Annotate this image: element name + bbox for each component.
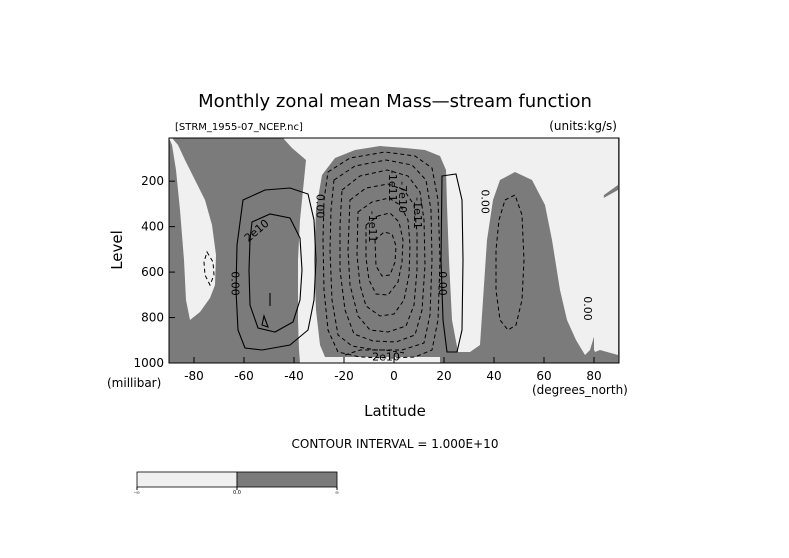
x-tick-label: -20 [334, 369, 354, 383]
tropical-light-region [283, 138, 618, 363]
contour-line-south-core [261, 314, 269, 328]
polar-light-region [169, 138, 216, 320]
colorbar-swatch-negative [136, 471, 238, 488]
colorbar-tick-2: ∞ [335, 490, 339, 496]
contour-interval-text: CONTOUR INTERVAL = 1.000E+10 [292, 437, 499, 451]
y-tick-label: 600 [141, 265, 164, 279]
contour-label: 0.00 [581, 296, 594, 321]
contour-line-north-thin [440, 173, 464, 353]
contour-line-south-cell [235, 187, 317, 351]
contour-line-south-cell-inner [248, 213, 303, 333]
contour-label: -1e11 [386, 170, 399, 202]
contour-label: -1e11 [411, 197, 424, 229]
negative-contours [203, 151, 525, 359]
file-label: [STRM_1955-07_NCEP.nc] [175, 122, 303, 133]
units-label: (units:kg/s) [549, 119, 617, 133]
x-tick-label: 60 [536, 369, 551, 383]
y-tick-label: 800 [141, 311, 164, 325]
contour-dashed-7 [374, 231, 397, 277]
contour-label: 0.00 [436, 271, 449, 296]
contour-label: -1e11 [366, 211, 379, 243]
contour-label: -2e10 [368, 351, 400, 364]
contour-dashed-2 [329, 159, 433, 351]
contour-label: -7e10 [396, 181, 409, 213]
chart-title: Monthly zonal mean Mass—stream function [198, 91, 592, 112]
x-tick-label: 0 [390, 369, 398, 383]
x-tick-label: -80 [184, 369, 204, 383]
surface-bump-2 [470, 348, 618, 363]
y-axis-label: Level [108, 230, 126, 270]
contour-label: 0.00 [314, 194, 327, 219]
contour-label: 0.00 [479, 189, 492, 214]
surface-bumps [169, 325, 618, 363]
contour-dashed-5 [356, 197, 411, 317]
contour-dashed-4 [347, 183, 418, 333]
x-axis-label: Latitude [364, 402, 426, 420]
x-tick-label: 20 [436, 369, 451, 383]
colorbar: -∞ 0.0 ∞ [134, 471, 339, 496]
y-unit-label: (millibar) [107, 376, 161, 390]
x-tick-label: -40 [284, 369, 304, 383]
x-axis: -80 -60 -40 -20 0 20 40 60 80 [184, 357, 602, 383]
contour-dashed-6 [365, 212, 404, 296]
x-unit-label: (degrees_north) [532, 383, 628, 397]
contour-dashed-south [203, 250, 215, 287]
surface-bump-1 [169, 325, 226, 363]
y-tick-label: 1000 [133, 356, 164, 370]
x-tick-label: 80 [586, 369, 601, 383]
colorbar-swatch-positive [236, 471, 338, 488]
contour-dashed-north [495, 194, 525, 331]
contour-label: 0.00 [229, 271, 242, 296]
contour-dashed-1 [322, 151, 441, 359]
x-tick-label: -60 [234, 369, 254, 383]
contour-dashed-surface [344, 349, 406, 356]
contour-dashed-3 [339, 169, 426, 343]
contour-field [169, 138, 619, 363]
y-tick-label: 200 [141, 174, 164, 188]
y-tick-label: 400 [141, 220, 164, 234]
colorbar-tick-0: -∞ [134, 490, 140, 496]
x-tick-label: 40 [486, 369, 501, 383]
colorbar-tick-1: 0.0 [233, 490, 241, 496]
y-axis: 200 400 600 800 1000 [133, 174, 175, 370]
high-latitude-light-region [594, 190, 618, 360]
